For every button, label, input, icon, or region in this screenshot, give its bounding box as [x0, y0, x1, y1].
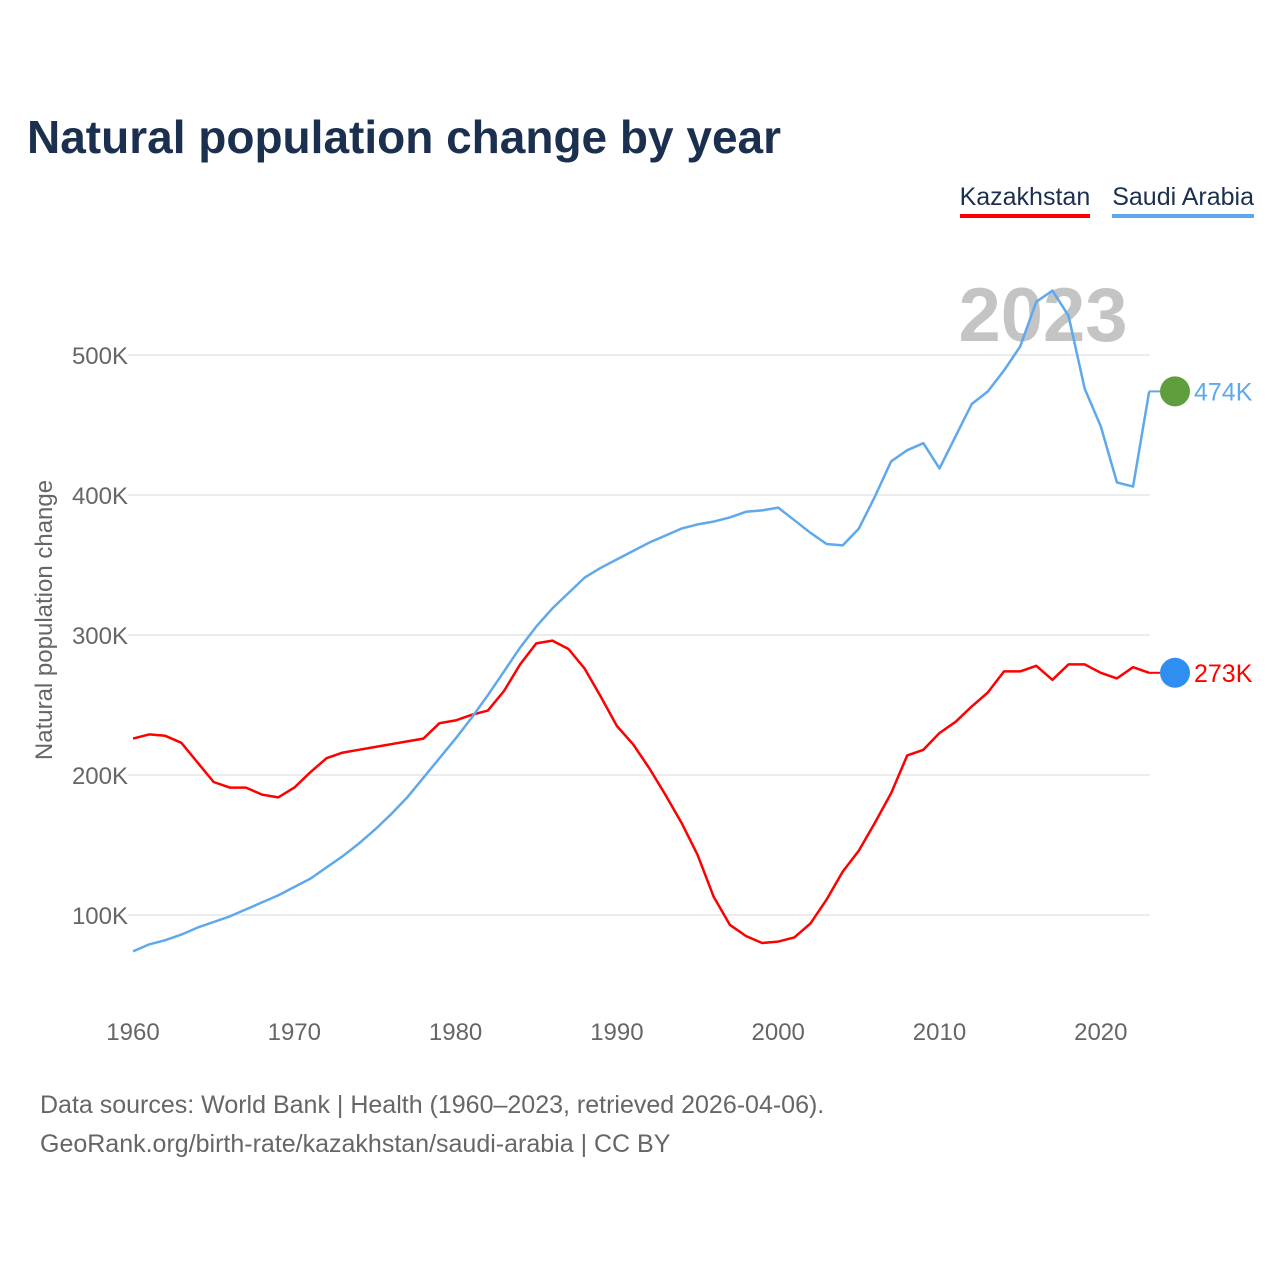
flag-icon	[1160, 657, 1190, 688]
flag-icon	[1160, 376, 1190, 407]
year-watermark: 2023	[958, 273, 1127, 358]
legend: Kazakhstan Saudi Arabia	[959, 183, 1254, 218]
legend-item-saudi-arabia[interactable]: Saudi Arabia	[1112, 183, 1254, 218]
y-axis-label: Natural population change	[31, 480, 58, 760]
y-tick-label: 400K	[72, 483, 128, 510]
end-value-label: 273K	[1194, 660, 1253, 688]
series-line-saudi-arabia	[132, 289, 1151, 953]
y-tick-label: 300K	[72, 623, 128, 650]
source-text: Data sources: World Bank | Health (1960–…	[40, 1091, 825, 1119]
y-tick-label: 200K	[72, 763, 128, 790]
y-tick-label: 100K	[72, 903, 128, 930]
source-link[interactable]: GeoRank.org/birth-rate/kazakhstan/saudi-…	[40, 1130, 671, 1158]
x-tick-label: 2020	[1074, 1019, 1127, 1046]
legend-item-kazakhstan[interactable]: Kazakhstan	[959, 183, 1091, 218]
x-tick-label: 2010	[913, 1019, 966, 1046]
series-line-kazakhstan	[132, 639, 1150, 945]
end-value-label: 474K	[1194, 378, 1253, 406]
x-tick-label: 1990	[590, 1019, 643, 1046]
y-tick-label: 500K	[72, 343, 128, 370]
x-tick-label: 1980	[429, 1019, 482, 1046]
chart-title: Natural population change by year	[27, 111, 782, 163]
footer: Data sources: World Bank | Health (1960–…	[40, 1086, 824, 1164]
x-tick-label: 1970	[268, 1019, 321, 1046]
x-tick-label: 1960	[106, 1019, 159, 1046]
x-tick-label: 2000	[752, 1019, 805, 1046]
